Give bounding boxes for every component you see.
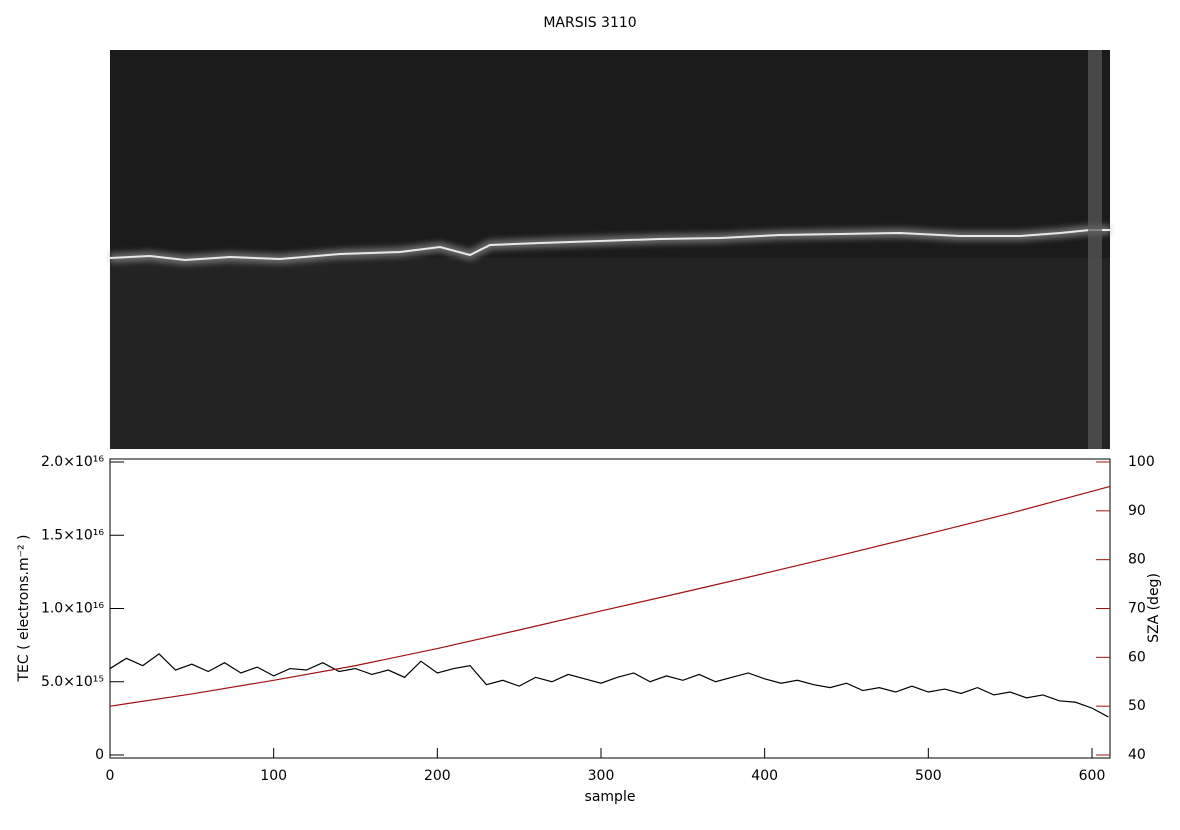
noise-band [1088, 50, 1102, 449]
x-tick-label: 0 [106, 768, 115, 784]
x-tick-label: 400 [751, 768, 778, 784]
y-tick-label: 5.0×10¹⁵ [41, 674, 104, 690]
radargram [109, 50, 1110, 449]
y2-tick-label: 60 [1128, 649, 1146, 665]
data-line [109, 485, 1111, 707]
y-tick-label: 1.5×10¹⁶ [41, 527, 104, 543]
x-tick-label: 600 [1079, 768, 1106, 784]
radargram-subsurface [110, 258, 1110, 449]
x-tick-label: 500 [915, 768, 942, 784]
surface-echo [109, 229, 1110, 262]
y-tick-label: 2.0×10¹⁶ [41, 454, 104, 470]
y2-axis-label: SZA (deg) [1146, 573, 1162, 643]
y2-tick-label: 80 [1128, 552, 1146, 568]
y-tick-label: 0 [95, 747, 104, 763]
x-tick-label: 100 [260, 768, 287, 784]
y2-tick-label: 70 [1128, 601, 1146, 617]
x-tick-label: 200 [424, 768, 451, 784]
y2-tick-label: 100 [1128, 454, 1155, 470]
y2-tick-label: 50 [1128, 698, 1146, 714]
y-tick-label: 1.0×10¹⁶ [41, 601, 104, 617]
y2-tick-label: 40 [1128, 747, 1146, 763]
y2-tick-label: 90 [1128, 503, 1146, 519]
y-axis-label: TEC ( electrons.m⁻² ) [16, 534, 32, 682]
x-tick-label: 300 [588, 768, 615, 784]
chart-title: MARSIS 3110 [543, 15, 636, 31]
x-axis-label: sample [585, 789, 636, 805]
data-line [109, 653, 1109, 718]
